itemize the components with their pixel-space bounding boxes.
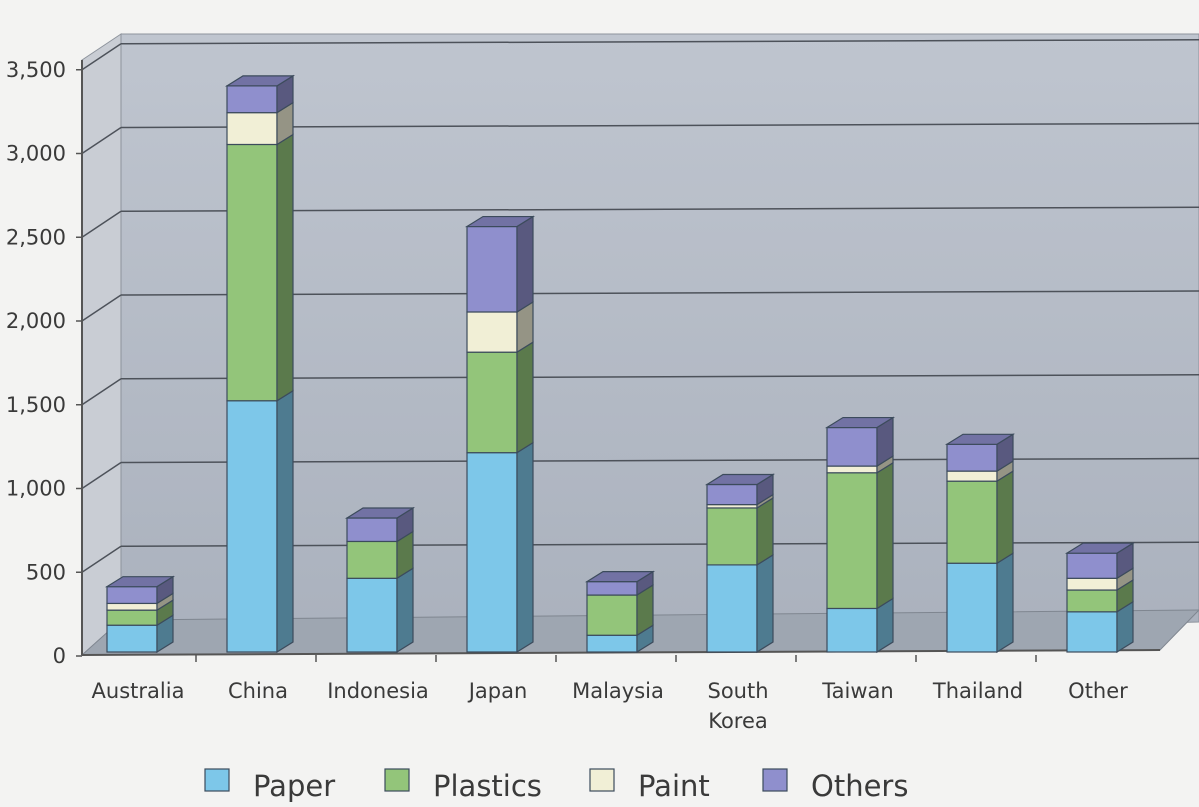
legend-item-plastics: Plastics [384,768,542,803]
bar-top [1064,542,1136,554]
legend-swatch [384,768,410,792]
bar-segment-paint [466,300,534,354]
bar-top [584,571,656,583]
legend-item-paper: Paper [204,768,335,803]
bar-segment-plastics [946,470,1014,565]
bar-segment-paper [586,624,654,654]
legend-swatch [589,768,615,792]
gridline [120,206,1199,212]
bar-segment-plastics [586,583,654,637]
category-label: Indonesia [327,679,429,703]
category-label: Other [1068,679,1128,703]
bar-segment-paper [466,441,534,654]
legend-label: Others [811,769,908,803]
legend-item-others: Others [762,768,908,803]
gridline [120,457,1199,464]
legend-swatch [762,768,788,792]
gridline-side [81,126,122,155]
category-label: Taiwan [821,679,893,703]
category-label: Australia [92,679,185,703]
category-label: Thailand [932,679,1023,703]
legend: Paper Plastics Paint Others [204,768,908,803]
bar-segment-plastics [226,133,294,402]
gridline-side [81,43,122,71]
bar-segment-paper [226,389,294,654]
legend-item-paint: Paint [589,768,710,803]
gridline-side [81,210,122,238]
gridline [120,122,1199,129]
side-wall [81,33,122,656]
bar-segment-others [466,215,534,314]
bar-top [344,507,416,519]
legend-swatch [204,768,230,792]
bar-segment-paper [706,553,774,654]
bar-segment-others [1066,542,1134,580]
bar-segment-paper [106,614,174,654]
y-tick-label: 3,000 [6,142,66,166]
legend-label: Plastics [433,769,542,803]
category-label: China [228,679,288,703]
bar-segment-paint [226,101,294,146]
gridline [120,374,1199,380]
y-tick-label: 1,500 [6,393,66,417]
legend-label: Paper [253,769,335,803]
y-tick-label: 2,500 [6,225,66,249]
bar-top [824,416,896,429]
bar-top [464,215,536,228]
legend-label: Paint [638,769,710,803]
category-label: Malaysia [572,679,664,703]
gridline [120,290,1199,296]
bar-segment-paper [346,567,414,654]
bar-top [704,473,776,486]
gridline [120,39,1199,45]
y-tick-labels: 0 500 1,000 1,500 2,000 2,500 3,000 3,500 [6,58,82,668]
bar-segment-plastics [106,599,174,627]
bar-segment-plastics [346,530,414,580]
x-category-labels: Australia China Indonesia Japan Malaysia Sout… [92,655,1128,733]
gridline-side [81,545,122,573]
bar-segment-plastics [466,341,534,454]
gridlines [81,39,1199,573]
bar-segment-paper [946,552,1014,654]
category-label: Japan [467,679,528,703]
bar-top [224,75,296,87]
y-tick-label: 500 [26,560,66,584]
bar-segment-plastics [826,461,894,610]
category-label: South Korea [707,679,768,733]
gridline-side [81,461,122,490]
gridline-side [81,378,122,406]
y-tick-label: 3,500 [6,58,66,82]
bar-top [104,576,176,588]
y-tick-label: 1,000 [6,477,66,501]
gridline-side [81,294,122,322]
bars [104,74,1136,654]
bar-top [944,433,1016,445]
y-tick-label: 0 [53,644,66,668]
y-tick-label: 2,000 [6,309,66,333]
bar-segment-others [346,506,414,543]
gridline [120,541,1199,547]
